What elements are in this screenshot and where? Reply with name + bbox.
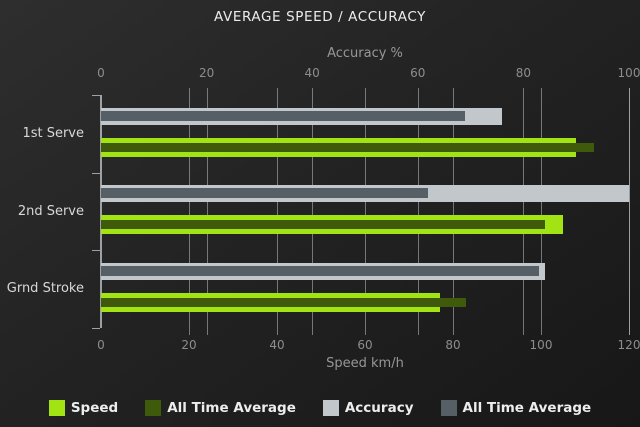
legend-label: Accuracy <box>344 400 414 416</box>
top-tick-label: 60 <box>410 66 426 80</box>
bar-speed-all-time-average <box>101 297 467 307</box>
y-axis-spine <box>100 95 102 328</box>
y-axis-tick <box>92 328 100 329</box>
top-tick-label: 100 <box>617 66 640 80</box>
bottom-tick-label: 80 <box>445 338 461 352</box>
top-tick-label: 0 <box>97 66 105 80</box>
legend-label: Speed <box>70 400 119 416</box>
gridline-top-axis <box>417 88 419 335</box>
legend-swatch <box>322 400 339 416</box>
y-axis-tick <box>92 95 100 96</box>
top-tick-label: 40 <box>304 66 320 80</box>
category-label: 2nd Serve <box>17 203 84 219</box>
gridline-bottom-axis <box>629 88 630 335</box>
y-axis-tick <box>92 172 100 174</box>
bottom-tick-label: 120 <box>617 338 640 352</box>
bottom-tick-label: 100 <box>529 338 553 352</box>
bottom-tick-label: 20 <box>181 338 197 352</box>
y-axis-tick <box>92 250 100 252</box>
legend-swatch <box>48 400 65 416</box>
gridline-bottom-axis <box>189 88 190 335</box>
top-tick-label: 20 <box>198 66 215 80</box>
bottom-tick-label: 0 <box>97 338 105 352</box>
bottom-tick-label: 60 <box>357 338 373 352</box>
bar-accuracy-all-time-average <box>101 110 466 121</box>
chart-title: AVERAGE SPEED / ACCURACY <box>214 9 426 25</box>
gridline-bottom-axis <box>277 88 278 335</box>
legend-item: Speed <box>48 400 119 416</box>
bar-speed-all-time-average <box>101 142 594 152</box>
gridline-bottom-axis <box>365 88 366 335</box>
bottom-tick-label: 40 <box>269 338 285 352</box>
legend-item: All Time Average <box>145 400 296 416</box>
top-axis-title: Accuracy % <box>327 46 403 61</box>
category-label: Grnd Stroke <box>6 281 84 297</box>
bottom-axis-title: Speed km/h <box>326 356 404 371</box>
legend-swatch <box>440 400 457 416</box>
top-tick-label: 80 <box>515 66 532 80</box>
gridline-bottom-axis <box>541 88 542 335</box>
gridline-bottom-axis <box>453 88 454 335</box>
gridline-top-axis <box>206 88 208 335</box>
bar-speed-all-time-average <box>101 220 546 230</box>
gridline-top-axis <box>523 88 525 335</box>
legend-swatch <box>145 400 162 416</box>
legend-label: All Time Average <box>167 400 296 416</box>
legend-item: All Time Average <box>440 400 592 416</box>
category-label: 1st Serve <box>22 125 84 141</box>
gridline-top-axis <box>312 88 314 335</box>
legend-item: Accuracy <box>322 400 414 416</box>
legend-label: All Time Average <box>462 400 592 416</box>
bar-accuracy-all-time-average <box>101 265 540 276</box>
bar-accuracy-all-time-average <box>101 188 429 199</box>
legend: Speed All Time Average Accuracy All Time Av… <box>0 398 640 418</box>
